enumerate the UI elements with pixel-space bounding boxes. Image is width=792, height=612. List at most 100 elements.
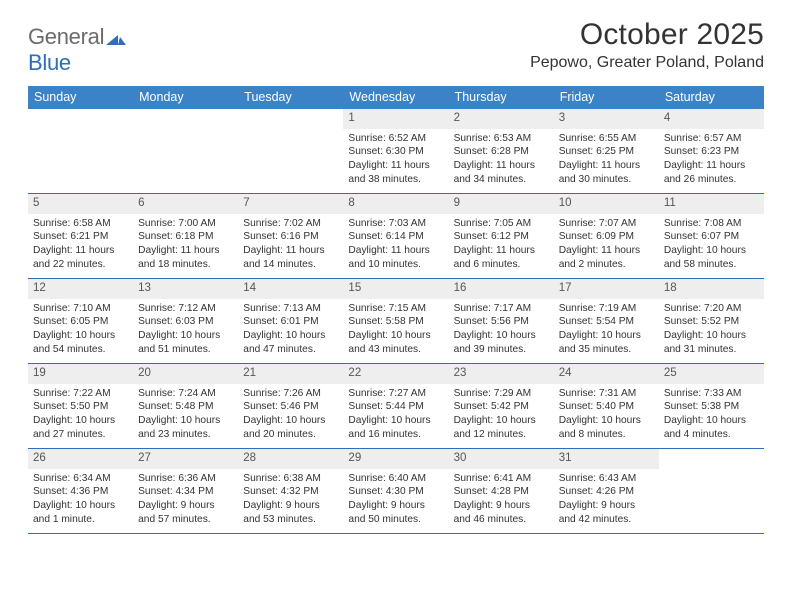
day1-line: Daylight: 10 hours [243, 414, 338, 428]
logo-mark-icon [106, 31, 126, 45]
location-line: Pepowo, Greater Poland, Poland [530, 54, 764, 72]
day-number: 31 [554, 449, 659, 469]
sunset-line: Sunset: 5:56 PM [454, 315, 549, 329]
day-number: 27 [133, 449, 238, 469]
day-number: 22 [343, 364, 448, 384]
month-title: October 2025 [530, 18, 764, 52]
day2-line: and 16 minutes. [348, 428, 443, 442]
day1-line: Daylight: 11 hours [559, 159, 654, 173]
day-cell: 30Sunrise: 6:41 AMSunset: 4:28 PMDayligh… [449, 449, 554, 533]
weekday-label: Tuesday [238, 86, 343, 109]
day1-line: Daylight: 10 hours [348, 414, 443, 428]
day2-line: and 10 minutes. [348, 258, 443, 272]
day1-line: Daylight: 11 hours [243, 244, 338, 258]
day1-line: Daylight: 11 hours [664, 159, 759, 173]
sunset-line: Sunset: 5:44 PM [348, 400, 443, 414]
sunset-line: Sunset: 4:26 PM [559, 485, 654, 499]
day-cell: 26Sunrise: 6:34 AMSunset: 4:36 PMDayligh… [28, 449, 133, 533]
weekday-label: Monday [133, 86, 238, 109]
title-block: October 2025 Pepowo, Greater Poland, Pol… [530, 18, 764, 72]
sunrise-line: Sunrise: 7:00 AM [138, 217, 233, 231]
sunset-line: Sunset: 4:30 PM [348, 485, 443, 499]
week-row: 26Sunrise: 6:34 AMSunset: 4:36 PMDayligh… [28, 449, 764, 534]
day-number: 25 [659, 364, 764, 384]
sunrise-line: Sunrise: 7:31 AM [559, 387, 654, 401]
day-cell: 22 Sunrise: 7:27 AMSunset: 5:44 PMDayligh… [343, 364, 448, 448]
day2-line: and 43 minutes. [348, 343, 443, 357]
sunrise-line: Sunrise: 7:13 AM [243, 302, 338, 316]
empty-cell [133, 109, 238, 193]
day-number: 14 [238, 279, 343, 299]
weekday-label: Thursday [449, 86, 554, 109]
day2-line: and 38 minutes. [348, 173, 443, 187]
day-cell: 11 Sunrise: 7:08 AMSunset: 6:07 PMDayligh… [659, 194, 764, 278]
calendar-page: GeneralBlue October 2025 Pepowo, Greater… [0, 0, 792, 534]
day-cell: 10Sunrise: 7:07 AMSunset: 6:09 PMDayligh… [554, 194, 659, 278]
day-cell: 24Sunrise: 7:31 AMSunset: 5:40 PMDayligh… [554, 364, 659, 448]
day-cell: 4Sunrise: 6:57 AMSunset: 6:23 PMDaylight… [659, 109, 764, 193]
day-number: 21 [238, 364, 343, 384]
sunrise-line: Sunrise: 6:40 AM [348, 472, 443, 486]
weekday-label: Friday [554, 86, 659, 109]
day2-line: and 35 minutes. [559, 343, 654, 357]
day-cell: 25Sunrise: 7:33 AMSunset: 5:38 PMDayligh… [659, 364, 764, 448]
week-row: 1Sunrise: 6:52 AMSunset: 6:30 PMDaylight… [28, 109, 764, 194]
day2-line: and 6 minutes. [454, 258, 549, 272]
day-cell: 12Sunrise: 7:10 AMSunset: 6:05 PMDayligh… [28, 279, 133, 363]
day1-line: Daylight: 10 hours [664, 329, 759, 343]
day2-line: and 4 minutes. [664, 428, 759, 442]
empty-cell [659, 449, 764, 533]
sunset-line: Sunset: 5:48 PM [138, 400, 233, 414]
day-cell: 3Sunrise: 6:55 AMSunset: 6:25 PMDaylight… [554, 109, 659, 193]
sunset-line: Sunset: 6:16 PM [243, 230, 338, 244]
day-number: 13 [133, 279, 238, 299]
day1-line: Daylight: 9 hours [138, 499, 233, 513]
day-number: 6 [133, 194, 238, 214]
sunrise-line: Sunrise: 7:22 AM [33, 387, 128, 401]
sunrise-line: Sunrise: 7:27 AM [348, 387, 443, 401]
day2-line: and 23 minutes. [138, 428, 233, 442]
day-cell: 16Sunrise: 7:17 AMSunset: 5:56 PMDayligh… [449, 279, 554, 363]
day-cell: 2Sunrise: 6:53 AMSunset: 6:28 PMDaylight… [449, 109, 554, 193]
day1-line: Daylight: 10 hours [664, 244, 759, 258]
day-cell: 20Sunrise: 7:24 AMSunset: 5:48 PMDayligh… [133, 364, 238, 448]
sunset-line: Sunset: 6:07 PM [664, 230, 759, 244]
day1-line: Daylight: 11 hours [454, 159, 549, 173]
day1-line: Daylight: 9 hours [559, 499, 654, 513]
sunrise-line: Sunrise: 6:57 AM [664, 132, 759, 146]
day-cell: 23Sunrise: 7:29 AMSunset: 5:42 PMDayligh… [449, 364, 554, 448]
day2-line: and 34 minutes. [454, 173, 549, 187]
sunrise-line: Sunrise: 6:34 AM [33, 472, 128, 486]
day-number: 24 [554, 364, 659, 384]
sunrise-line: Sunrise: 7:08 AM [664, 217, 759, 231]
sunset-line: Sunset: 5:58 PM [348, 315, 443, 329]
sunrise-line: Sunrise: 6:53 AM [454, 132, 549, 146]
sunset-line: Sunset: 4:32 PM [243, 485, 338, 499]
sunrise-line: Sunrise: 7:24 AM [138, 387, 233, 401]
day1-line: Daylight: 11 hours [454, 244, 549, 258]
weeks-container: 1Sunrise: 6:52 AMSunset: 6:30 PMDaylight… [28, 109, 764, 534]
weekday-header: Sunday Monday Tuesday Wednesday Thursday… [28, 86, 764, 109]
day1-line: Daylight: 11 hours [33, 244, 128, 258]
logo: GeneralBlue [28, 18, 126, 76]
day2-line: and 26 minutes. [664, 173, 759, 187]
sunrise-line: Sunrise: 7:05 AM [454, 217, 549, 231]
day1-line: Daylight: 10 hours [454, 329, 549, 343]
day1-line: Daylight: 10 hours [138, 414, 233, 428]
day1-line: Daylight: 11 hours [138, 244, 233, 258]
day-number: 11 [659, 194, 764, 214]
day2-line: and 8 minutes. [559, 428, 654, 442]
day2-line: and 31 minutes. [664, 343, 759, 357]
day-cell: 29Sunrise: 6:40 AMSunset: 4:30 PMDayligh… [343, 449, 448, 533]
day-number: 2 [449, 109, 554, 129]
sunset-line: Sunset: 5:50 PM [33, 400, 128, 414]
day-cell: 15Sunrise: 7:15 AMSunset: 5:58 PMDayligh… [343, 279, 448, 363]
day1-line: Daylight: 10 hours [243, 329, 338, 343]
day1-line: Daylight: 10 hours [559, 329, 654, 343]
day2-line: and 42 minutes. [559, 513, 654, 527]
day2-line: and 39 minutes. [454, 343, 549, 357]
day1-line: Daylight: 11 hours [559, 244, 654, 258]
day-number: 28 [238, 449, 343, 469]
sunset-line: Sunset: 6:14 PM [348, 230, 443, 244]
day-cell: 27Sunrise: 6:36 AMSunset: 4:34 PMDayligh… [133, 449, 238, 533]
